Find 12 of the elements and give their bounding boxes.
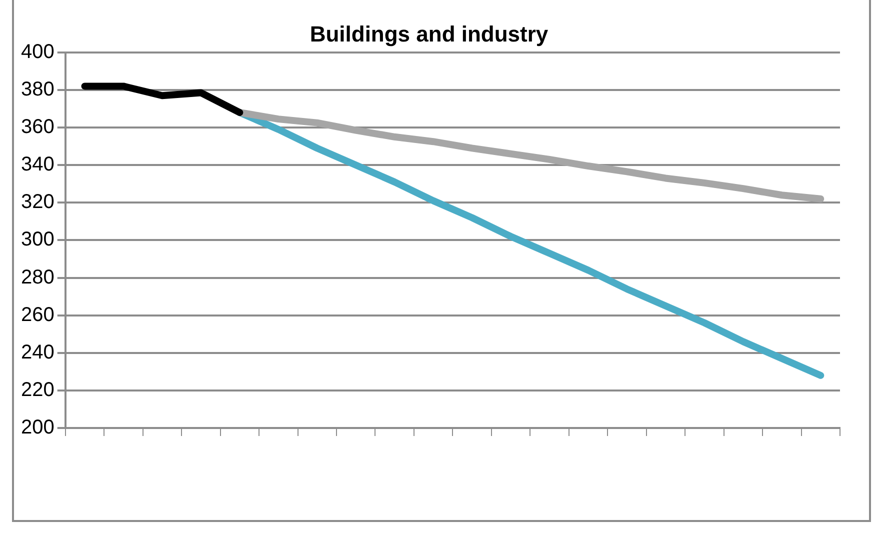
y-tick-label: 380 <box>20 78 54 100</box>
y-tick-label: 340 <box>20 154 54 176</box>
y-tick-label: 220 <box>20 378 54 401</box>
y-tick-label: 400 <box>20 40 54 63</box>
y-tick-label: 320 <box>20 191 54 214</box>
y-tick-label: 260 <box>20 304 54 326</box>
y-tick-label: 300 <box>20 228 54 251</box>
chart-title: Buildings and industry <box>310 21 549 46</box>
y-tick-label: 280 <box>20 266 54 288</box>
y-tick-label: 360 <box>20 116 54 138</box>
y-tick-label: 240 <box>20 341 54 364</box>
y-tick-label: 200 <box>20 416 54 439</box>
